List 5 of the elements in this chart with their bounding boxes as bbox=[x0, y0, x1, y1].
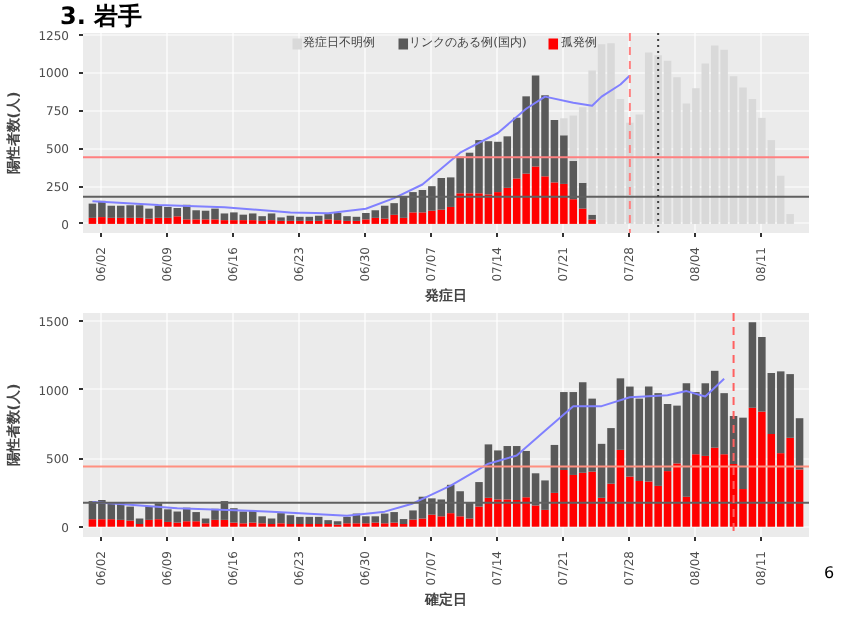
line-series bbox=[91, 74, 631, 215]
text: 6 bbox=[824, 561, 835, 584]
chart-title: 3. 岩手 bbox=[60, 0, 143, 31]
bar bbox=[588, 214, 596, 220]
line-series bbox=[91, 377, 726, 517]
